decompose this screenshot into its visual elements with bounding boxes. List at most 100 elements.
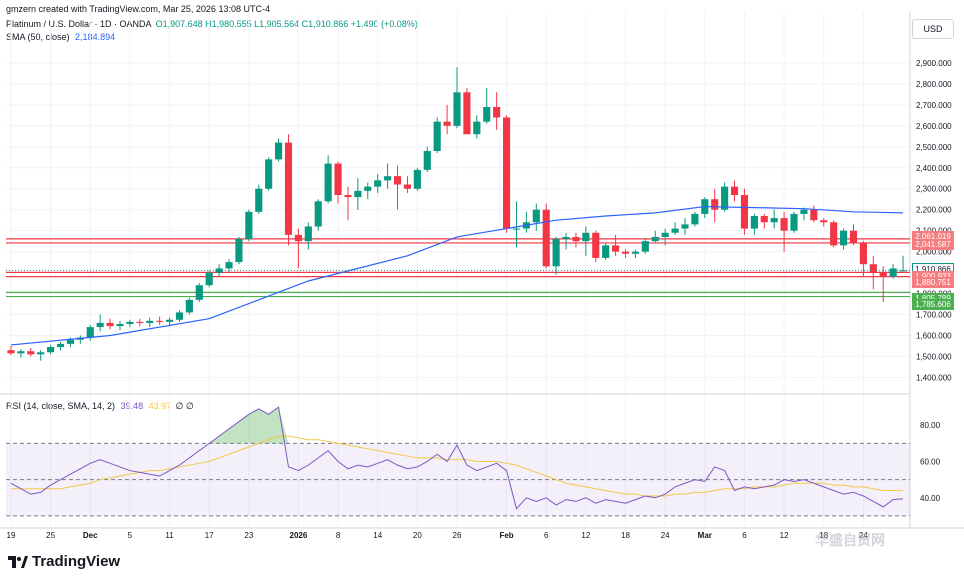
candle-body[interactable] <box>284 142 293 235</box>
candle-body[interactable] <box>631 251 639 254</box>
candle-body[interactable] <box>770 218 778 223</box>
candle-body[interactable] <box>532 209 540 223</box>
candle-body[interactable] <box>165 319 174 322</box>
tradingview-logo-icon <box>8 555 28 568</box>
candle-body[interactable] <box>810 209 818 221</box>
candle-body[interactable] <box>750 216 758 229</box>
candle-body[interactable] <box>790 213 798 231</box>
candle-body[interactable] <box>17 351 25 354</box>
candle-body[interactable] <box>730 186 739 196</box>
candle-body[interactable] <box>304 226 312 242</box>
candle-body[interactable] <box>780 218 788 231</box>
candle-body[interactable] <box>7 350 15 354</box>
candle-body[interactable] <box>205 272 213 286</box>
candle-body[interactable] <box>493 106 501 118</box>
candle-body[interactable] <box>344 195 352 198</box>
candle-body[interactable] <box>354 190 362 198</box>
candle-body[interactable] <box>403 184 412 189</box>
candle-body[interactable] <box>175 312 184 320</box>
candle-body[interactable] <box>374 180 382 187</box>
candle-body[interactable] <box>235 239 243 263</box>
candle-body[interactable] <box>651 236 659 242</box>
candle-body[interactable] <box>66 339 74 344</box>
symbol-title[interactable]: Platinum / U.S. Dollar · 1D · OANDA <box>6 19 152 29</box>
candle-body[interactable] <box>621 251 630 254</box>
candle-body[interactable] <box>413 169 421 189</box>
candle-body[interactable] <box>453 92 461 126</box>
candle-body[interactable] <box>721 186 729 210</box>
rsi-sma-line[interactable] <box>10 435 904 497</box>
sma-line[interactable] <box>10 205 904 346</box>
rsi-line[interactable] <box>10 406 904 510</box>
candle-body[interactable] <box>27 351 35 355</box>
candle-body[interactable] <box>869 264 877 273</box>
candle-body[interactable] <box>879 272 887 277</box>
level-tag: 2,061.019 <box>912 231 954 243</box>
time-axis-label: Dec <box>83 531 98 540</box>
candle-body[interactable] <box>889 268 897 277</box>
candle-body[interactable] <box>384 176 392 181</box>
candle-body[interactable] <box>840 230 848 246</box>
candle-body[interactable] <box>760 216 768 223</box>
candle-body[interactable] <box>423 151 431 170</box>
candle-body[interactable] <box>334 163 342 196</box>
candle-body[interactable] <box>443 121 451 126</box>
candle-body[interactable] <box>275 142 283 160</box>
candle-body[interactable] <box>542 209 550 267</box>
candle-body[interactable] <box>195 285 203 300</box>
candle-body[interactable] <box>800 209 808 214</box>
candle-body[interactable] <box>562 236 570 240</box>
candle-body[interactable] <box>572 236 580 242</box>
candle-body[interactable] <box>255 188 263 212</box>
candle-body[interactable] <box>463 92 471 135</box>
candle-body[interactable] <box>156 320 164 322</box>
candle-body[interactable] <box>830 222 838 246</box>
currency-button[interactable]: USD <box>912 19 954 39</box>
candle-body[interactable] <box>552 239 560 267</box>
candle-body[interactable] <box>314 201 322 227</box>
candle-body[interactable] <box>116 323 124 327</box>
candle-body[interactable] <box>106 322 114 327</box>
candle-body[interactable] <box>483 106 491 122</box>
candle-body[interactable] <box>849 230 858 244</box>
rsi-legend[interactable]: RSI (14, close, SMA, 14, 2) 39.48 43.97 … <box>6 401 194 412</box>
candle-body[interactable] <box>136 321 144 323</box>
candle-body[interactable] <box>612 245 620 252</box>
candle-body[interactable] <box>711 199 719 210</box>
candle-body[interactable] <box>393 176 402 185</box>
candle-body[interactable] <box>56 343 65 348</box>
candle-body[interactable] <box>661 232 669 237</box>
candle-body[interactable] <box>47 347 55 353</box>
candle-body[interactable] <box>185 299 193 313</box>
candle-body[interactable] <box>37 352 45 355</box>
candle-body[interactable] <box>324 163 332 202</box>
candle-body[interactable] <box>512 228 521 230</box>
candle-body[interactable] <box>602 245 610 258</box>
sma-label: SMA (50, close) <box>6 32 70 42</box>
candle-body[interactable] <box>126 321 134 324</box>
tradingview-footer[interactable]: TradingView <box>8 553 120 570</box>
candle-body[interactable] <box>671 228 679 233</box>
candle-body[interactable] <box>740 195 749 229</box>
candle-body[interactable] <box>592 232 600 258</box>
candle-body[interactable] <box>265 159 273 189</box>
candle-body[interactable] <box>364 186 372 191</box>
candle-body[interactable] <box>820 220 828 223</box>
candle-body[interactable] <box>691 213 699 225</box>
price-axis-label: 1,600.000 <box>916 331 952 340</box>
candle-body[interactable] <box>502 117 511 229</box>
candle-body[interactable] <box>473 121 481 135</box>
candle-body[interactable] <box>582 232 590 242</box>
candle-body[interactable] <box>681 224 689 229</box>
candle-body[interactable] <box>225 262 233 269</box>
sma-legend[interactable]: SMA (50, close) 2,184.894 <box>6 32 115 42</box>
candle-body[interactable] <box>146 320 154 323</box>
candle-body[interactable] <box>294 234 302 242</box>
candle-body[interactable] <box>641 241 649 252</box>
candle-body[interactable] <box>433 121 441 152</box>
candle-body[interactable] <box>245 211 253 240</box>
candle-body[interactable] <box>96 322 104 328</box>
candle-body[interactable] <box>859 243 867 265</box>
candle-body[interactable] <box>86 327 94 338</box>
